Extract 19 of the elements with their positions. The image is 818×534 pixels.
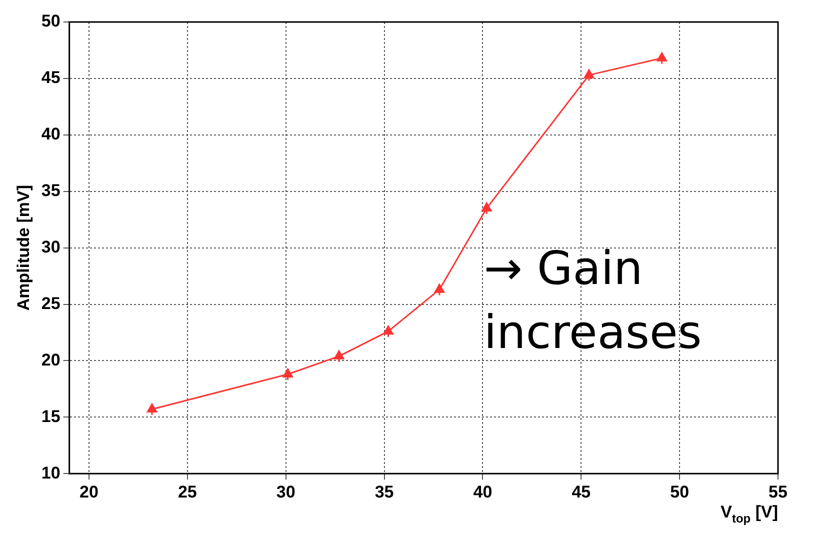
y-tick-label: 40 — [41, 124, 60, 144]
x-tick-label: 35 — [374, 482, 394, 502]
x-tick-label: 20 — [80, 482, 98, 502]
y-tick-label: 20 — [41, 350, 60, 370]
y-tick-label: 45 — [41, 68, 60, 88]
y-tick-label: 10 — [41, 463, 60, 482]
annotation: → Gain increases — [484, 240, 702, 359]
x-tick-label: 40 — [473, 482, 492, 502]
y-tick-label: 30 — [41, 237, 60, 256]
y-tick-label: 15 — [41, 406, 60, 426]
y-tick-label: 25 — [41, 294, 60, 313]
x-tick-label: 45 — [572, 482, 591, 502]
x-tick-label: 25 — [178, 482, 197, 502]
y-tick-label: 50 — [41, 12, 60, 31]
x-tick-label: 55 — [768, 482, 788, 502]
y-axis-title: Amplitude [mV] — [14, 184, 33, 311]
x-tick-label: 50 — [670, 482, 690, 502]
y-tick-label: 35 — [41, 181, 60, 200]
x-tick-label: 30 — [276, 482, 296, 502]
